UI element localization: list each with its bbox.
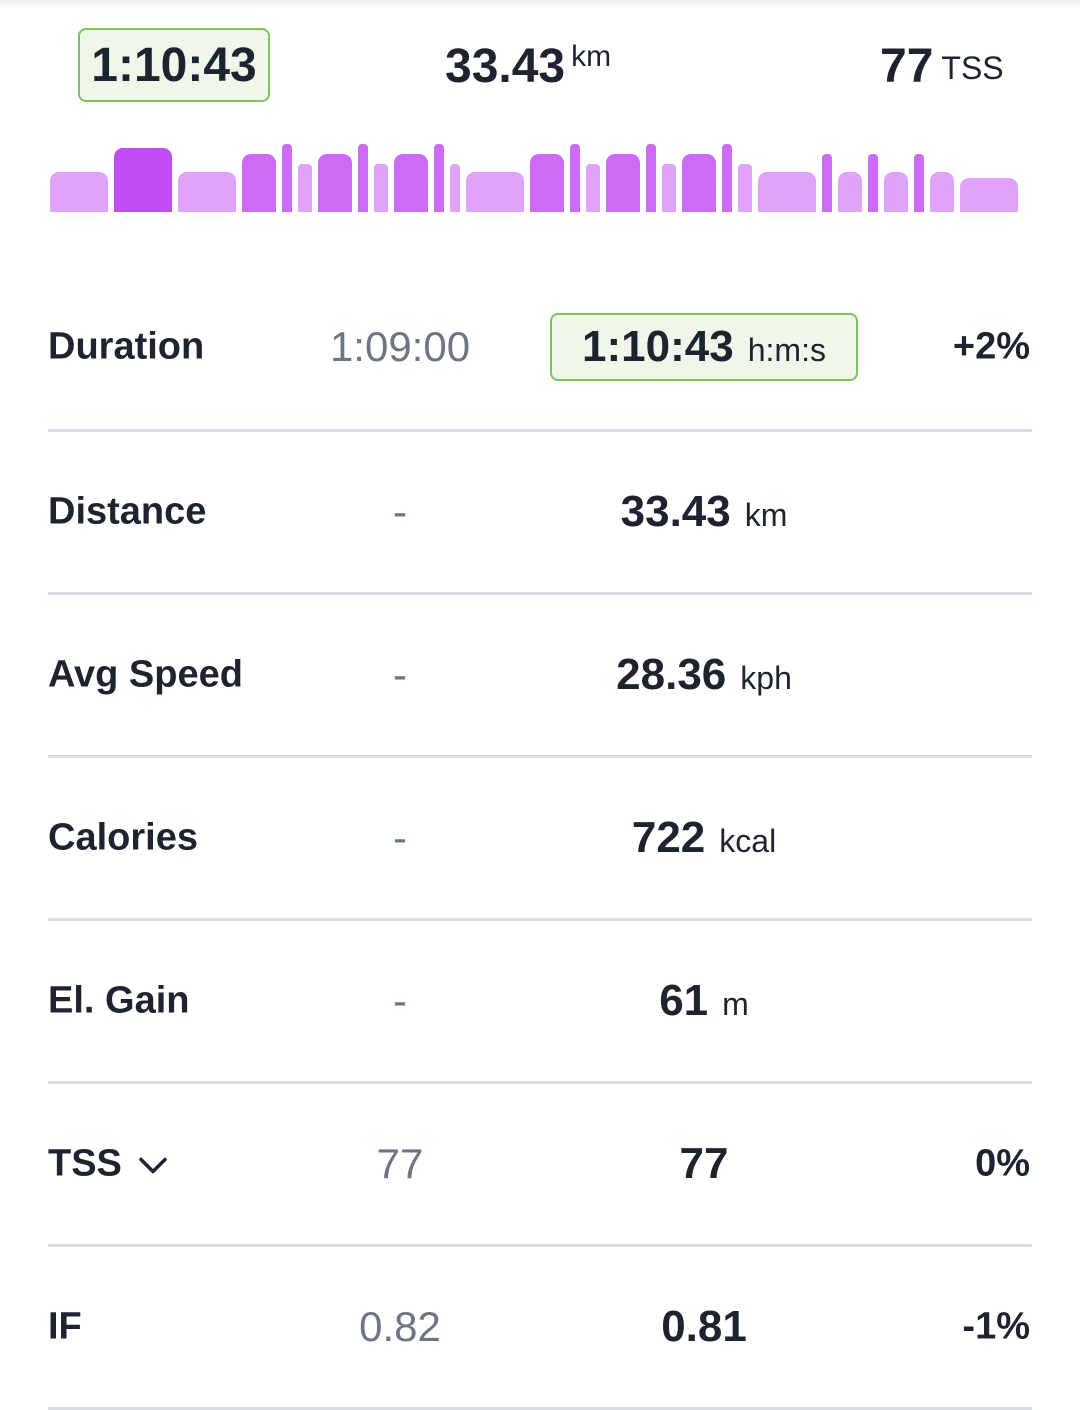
interval-bar[interactable]: [960, 178, 1018, 212]
interval-bar[interactable]: [662, 164, 676, 212]
interval-bar[interactable]: [822, 154, 832, 212]
actual-unit: m: [722, 986, 749, 1022]
actual-value: 28.36: [616, 650, 727, 699]
stat-row-duration: Duration 1:09:00 1:10:43 h:m:s +2%: [48, 265, 1032, 432]
workout-stats-table: Duration 1:09:00 1:10:43 h:m:s +2% Distance - 3…: [48, 265, 1032, 1410]
interval-bar[interactable]: [450, 164, 460, 212]
stat-label: Duration: [48, 326, 204, 369]
planned-value-text: -: [393, 977, 407, 1024]
actual-value: 722: [631, 813, 706, 862]
planned-value-text: 77: [376, 1140, 424, 1187]
top-shadow: [0, 0, 1080, 8]
interval-bar[interactable]: [586, 164, 600, 212]
stat-row-if: IF 0.82 0.81 -1%: [48, 1247, 1032, 1410]
summary-distance: 33.43 km: [445, 38, 611, 96]
stat-label-text: Avg Speed: [48, 653, 243, 696]
percent-change: +2%: [952, 325, 1030, 368]
interval-bar[interactable]: [358, 144, 368, 212]
planned-value-text: -: [393, 488, 407, 535]
actual-unit: kph: [740, 660, 792, 696]
interval-bar[interactable]: [374, 164, 388, 212]
stat-label-text: Calories: [48, 816, 198, 859]
summary-duration[interactable]: 1:10:43: [78, 28, 270, 102]
interval-bar[interactable]: [178, 172, 236, 212]
interval-bar[interactable]: [466, 172, 524, 212]
stat-row-distance: Distance - 33.43 km: [48, 432, 1032, 595]
stat-row-avg-speed: Avg Speed - 28.36 kph: [48, 595, 1032, 758]
actual-unit: h:m:s: [747, 332, 826, 368]
interval-bar[interactable]: [838, 172, 862, 212]
percent-change: -1%: [962, 1305, 1030, 1348]
planned-value-text: 1:09:00: [329, 323, 471, 370]
summary-distance-unit: km: [571, 40, 612, 73]
actual-value: 33.43: [620, 487, 731, 536]
workout-interval-chart[interactable]: [50, 136, 1020, 212]
interval-bar[interactable]: [738, 164, 752, 212]
chevron-down-icon[interactable]: [138, 1143, 168, 1186]
interval-bar[interactable]: [868, 154, 878, 212]
stat-label[interactable]: TSS: [48, 1143, 168, 1186]
interval-bar[interactable]: [394, 154, 428, 212]
interval-bar[interactable]: [682, 154, 716, 212]
summary-tss-unit: TSS: [941, 50, 1004, 86]
summary-tss-value: 77: [880, 40, 934, 93]
actual-value: 0.81: [661, 1302, 747, 1351]
stat-label-text: IF: [48, 1305, 82, 1348]
interval-bar[interactable]: [318, 154, 352, 212]
stat-label-text: El. Gain: [48, 979, 190, 1022]
percent-change: 0%: [975, 1142, 1030, 1185]
interval-bar[interactable]: [914, 154, 924, 212]
planned-value-text: -: [393, 814, 407, 861]
interval-bar[interactable]: [530, 154, 564, 212]
stat-label: Avg Speed: [48, 654, 243, 697]
summary-distance-value: 33.43: [445, 40, 566, 93]
actual-value-highlight[interactable]: 1:10:43 h:m:s: [550, 313, 858, 381]
actual-value: 1:10:43: [582, 322, 734, 371]
interval-bar[interactable]: [50, 172, 108, 212]
stat-label: IF: [48, 1306, 82, 1349]
interval-bar[interactable]: [570, 144, 580, 212]
interval-bar[interactable]: [242, 154, 276, 212]
interval-bar[interactable]: [606, 154, 640, 212]
interval-bar[interactable]: [298, 164, 312, 212]
stat-label-text: Duration: [48, 325, 205, 368]
stat-label-text: TSS: [48, 1142, 122, 1185]
stat-label: Distance: [48, 491, 206, 534]
actual-value: 61: [659, 976, 709, 1025]
interval-bar[interactable]: [722, 144, 732, 212]
actual-value: 77: [679, 1139, 729, 1188]
interval-bar[interactable]: [282, 144, 292, 212]
planned-value-text: -: [393, 651, 407, 698]
stat-label: Calories: [48, 817, 198, 860]
planned-value-text: 0.82: [359, 1303, 441, 1350]
stat-row-calories: Calories - 722 kcal: [48, 758, 1032, 921]
stat-row-tss: TSS 77 77 0%: [48, 1084, 1032, 1247]
interval-bar[interactable]: [930, 172, 954, 212]
interval-bar[interactable]: [884, 172, 908, 212]
workout-summary: 1:10:43 33.43 km 77 TSS: [0, 28, 1080, 108]
interval-bar[interactable]: [646, 144, 656, 212]
stat-row-el-gain: El. Gain - 61 m: [48, 921, 1032, 1084]
stat-label-text: Distance: [48, 490, 207, 533]
interval-bar[interactable]: [758, 172, 816, 212]
stat-label: El. Gain: [48, 980, 189, 1023]
actual-unit: km: [744, 497, 788, 533]
summary-tss: 77 TSS: [880, 38, 1004, 96]
actual-unit: kcal: [719, 823, 777, 859]
interval-bar[interactable]: [114, 148, 172, 212]
interval-bar[interactable]: [434, 144, 444, 212]
